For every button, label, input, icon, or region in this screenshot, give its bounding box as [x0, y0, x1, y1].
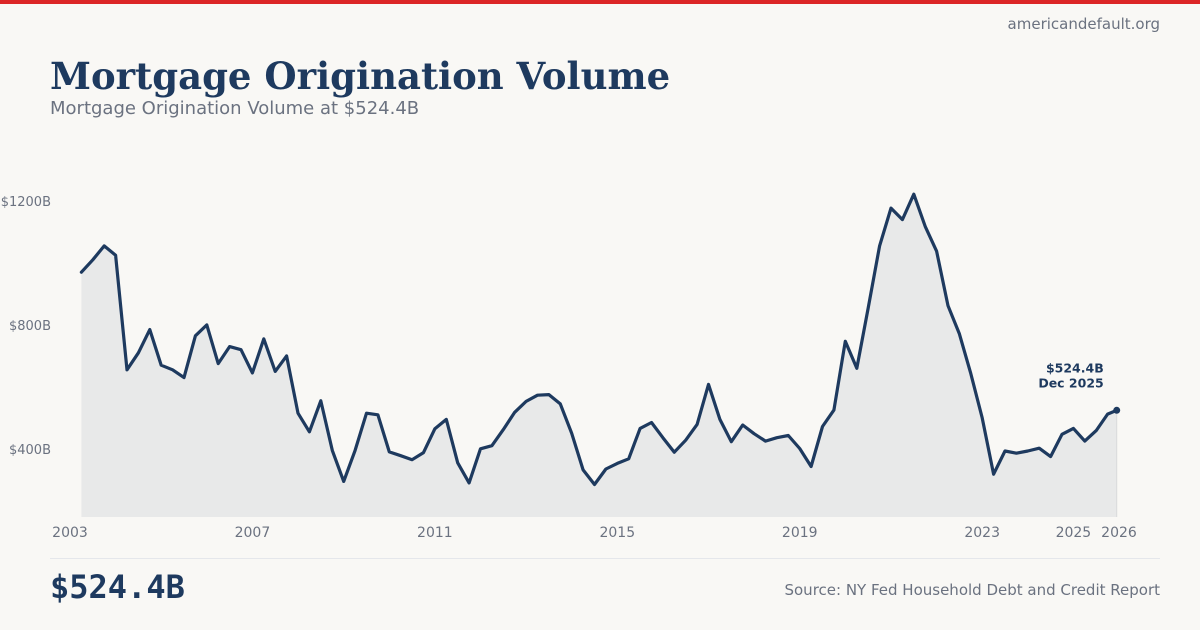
page-subtitle: Mortgage Origination Volume at $524.4B — [50, 98, 420, 119]
x-axis-labels: 2003 2007 2011 2015 2019 2023 2025 2026 — [52, 525, 1137, 541]
y-tick-label: $400B — [9, 443, 51, 458]
top-accent-bar — [0, 0, 1200, 4]
annotation-value-label: $524.4B — [1046, 360, 1104, 375]
x-tick-label: 2026 — [1101, 525, 1137, 541]
footer-divider — [50, 558, 1160, 559]
y-tick-label: $1200B — [1, 195, 51, 210]
x-tick-label: 2011 — [417, 525, 453, 541]
x-tick-label: 2023 — [964, 525, 1000, 541]
latest-value: $524.4B — [50, 568, 185, 606]
x-tick-label: 2003 — [52, 525, 88, 541]
page-title: Mortgage Origination Volume — [50, 54, 671, 98]
source-citation: Source: NY Fed Household Debt and Credit… — [784, 581, 1160, 599]
x-tick-label: 2015 — [599, 525, 635, 541]
y-axis-labels: $400B $800B $1200B — [1, 195, 51, 458]
x-tick-label: 2019 — [782, 525, 818, 541]
site-name: americandefault.org — [1007, 15, 1160, 33]
x-tick-label: 2025 — [1056, 525, 1092, 541]
series-area-fill — [81, 194, 1117, 517]
latest-data-point — [1113, 406, 1121, 414]
annotation-date-label: Dec 2025 — [1038, 375, 1103, 390]
y-tick-label: $800B — [9, 319, 51, 334]
series-line — [79, 192, 1119, 487]
x-tick-label: 2007 — [235, 525, 271, 541]
